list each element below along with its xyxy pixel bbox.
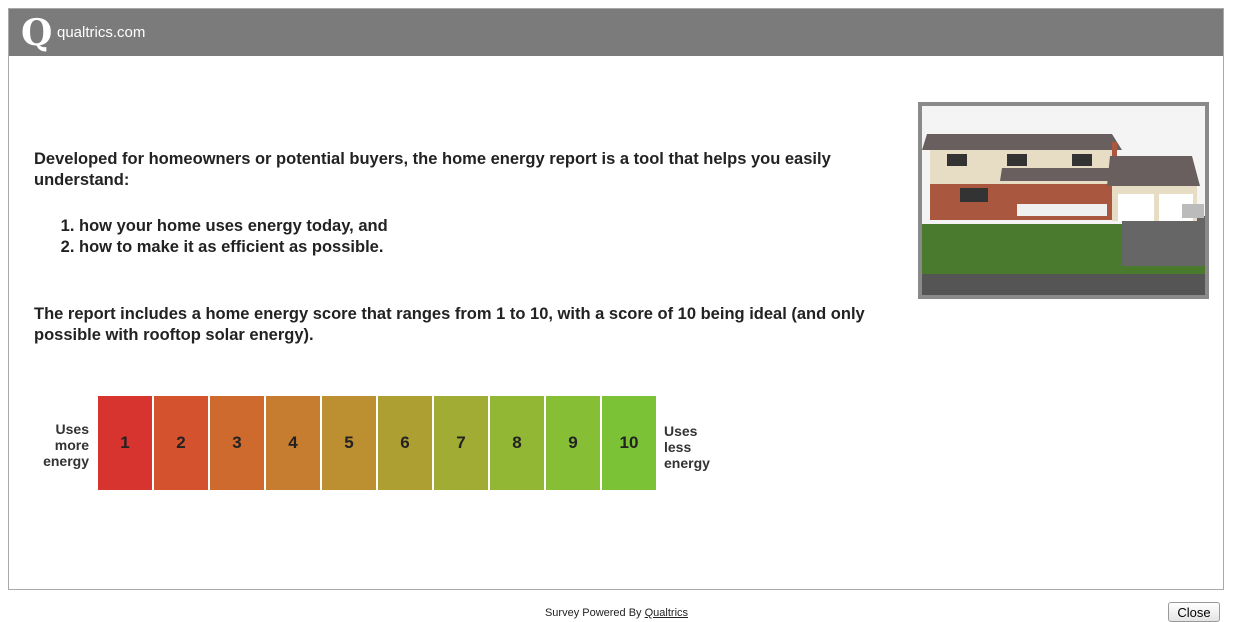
qualtrics-link[interactable]: Qualtrics xyxy=(644,607,689,619)
survey-frame: Q qualtrics.com Developed for homeowners… xyxy=(8,8,1224,590)
score-step: 6 xyxy=(378,396,432,490)
close-button[interactable]: Close xyxy=(1168,602,1220,622)
logo: qualtrics.com xyxy=(57,24,146,41)
top-bar: Q qualtrics.com xyxy=(9,9,1223,56)
left-label: Uses more energy xyxy=(43,421,89,469)
logo-icon: Q xyxy=(21,12,53,54)
score-step: 2 xyxy=(154,396,208,490)
list-item: how to make it as efficient as possible. xyxy=(79,237,949,258)
energy-scale: 1 2 3 4 5 6 7 8 9 10 xyxy=(98,396,658,490)
score-step: 8 xyxy=(490,396,544,490)
list: how your home uses energy today, and how… xyxy=(34,216,949,258)
score-text: The report includes a home energy score … xyxy=(34,305,865,344)
score-step: 4 xyxy=(266,396,320,490)
score-step: 10 xyxy=(602,396,656,490)
score-step: 1 xyxy=(98,396,152,490)
house-photo xyxy=(918,102,1209,299)
score-step: 5 xyxy=(322,396,376,490)
list-item: how your home uses energy today, and xyxy=(79,216,949,237)
right-label: Uses less energy xyxy=(664,423,710,471)
intro-text: Developed for homeowners or potential bu… xyxy=(34,150,831,189)
score-step: 9 xyxy=(546,396,600,490)
score-step: 7 xyxy=(434,396,488,490)
powered-by: Survey Powered By xyxy=(544,607,642,619)
footer: Survey Powered By Qualtrics xyxy=(0,607,1233,619)
score-step: 3 xyxy=(210,396,264,490)
